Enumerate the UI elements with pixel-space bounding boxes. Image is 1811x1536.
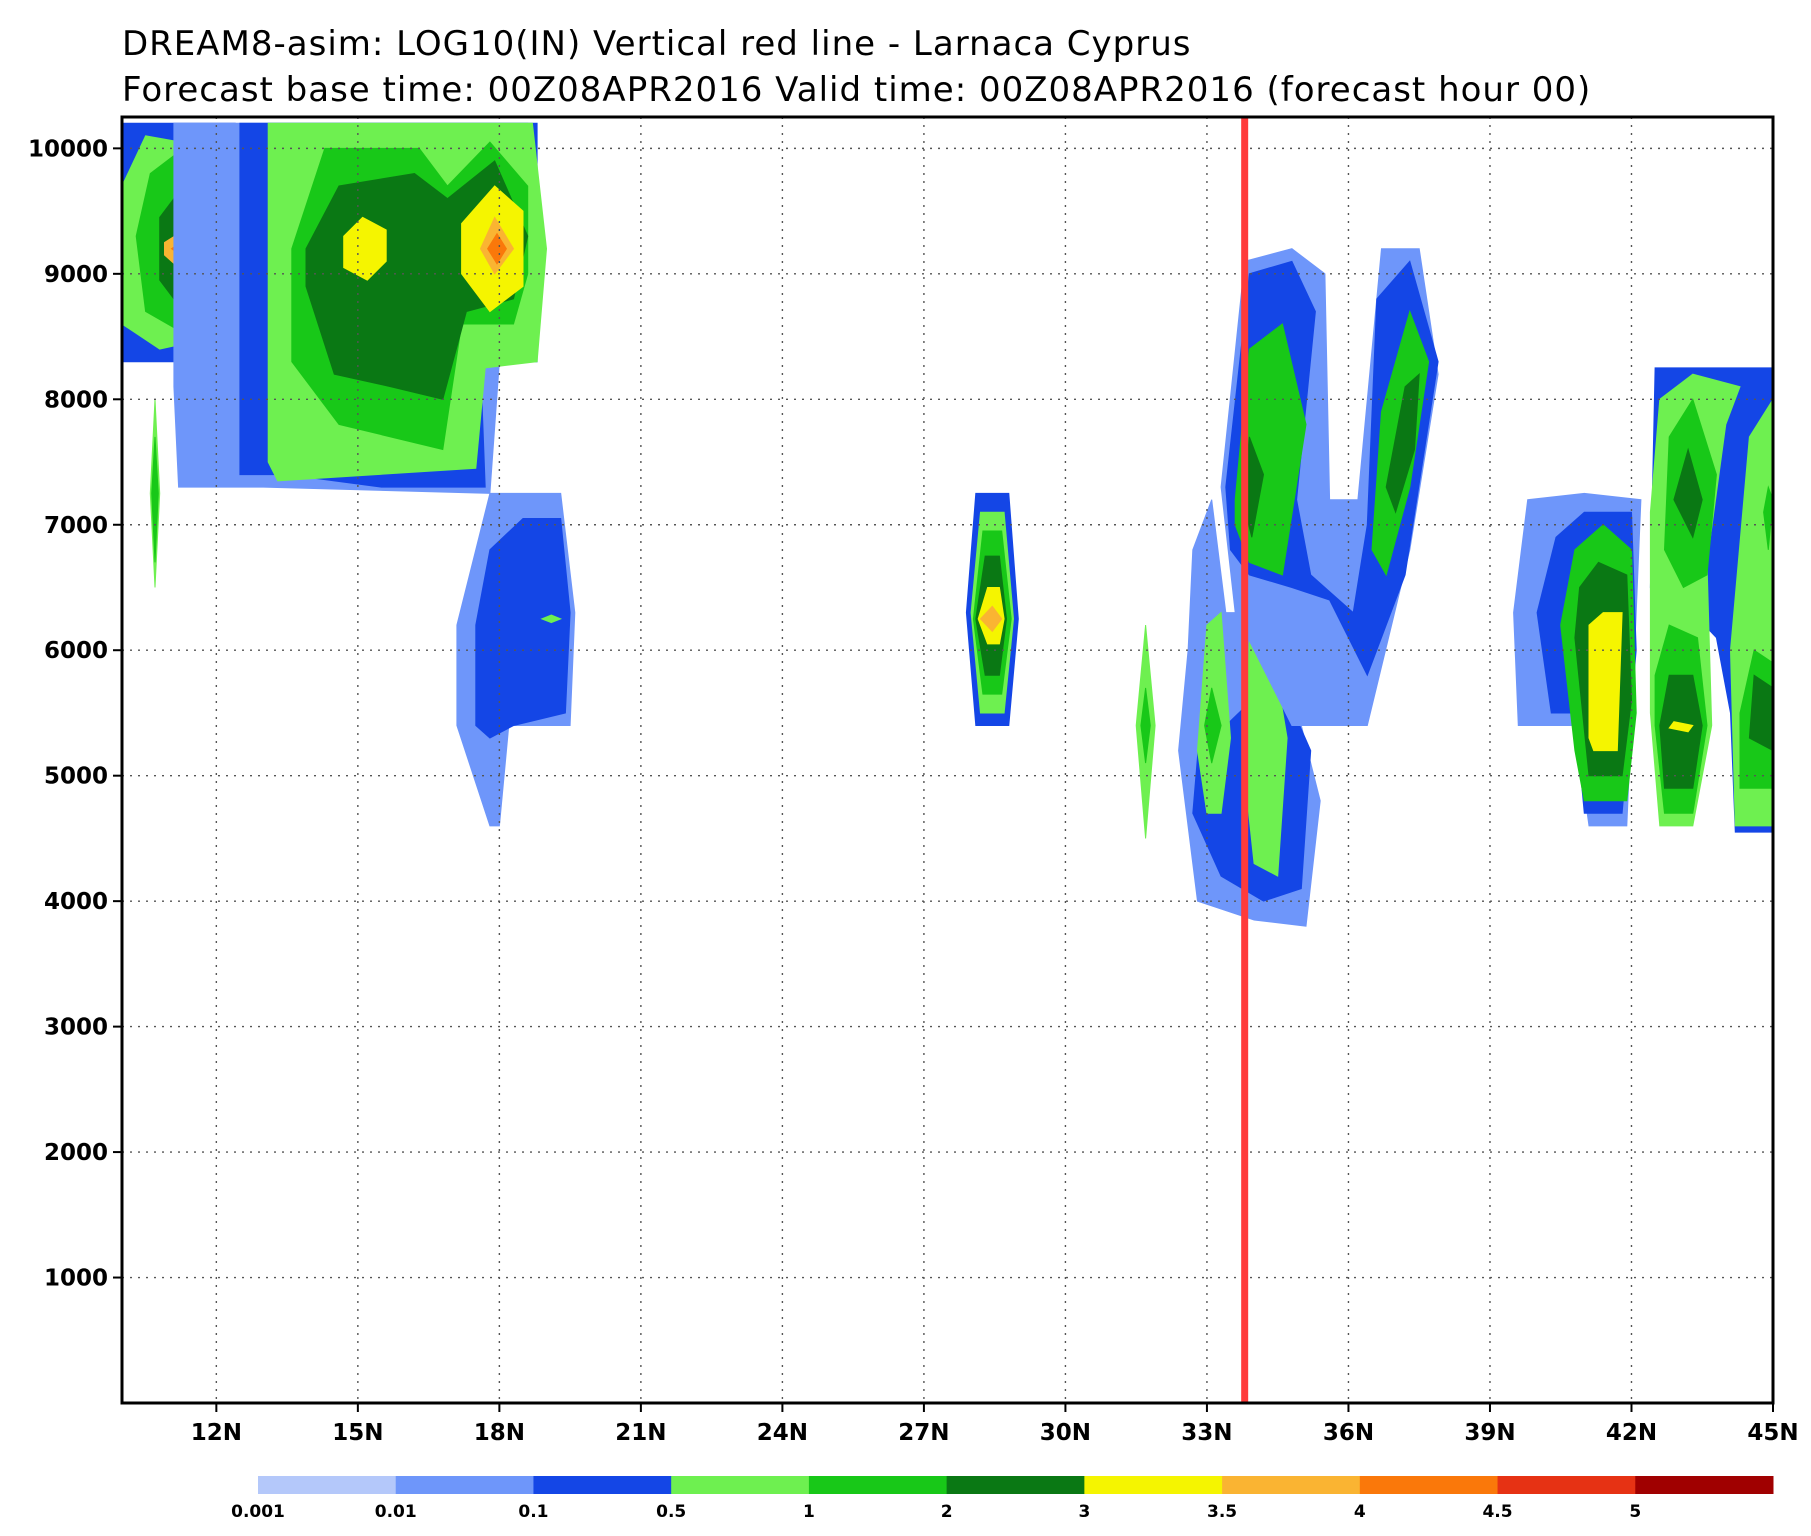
contour-region-38	[1385, 373, 1420, 514]
colorbar-swatch-1	[395, 1476, 534, 1494]
colorbar-label-1: 0.01	[375, 1502, 417, 1522]
colorbar-label-3: 0.5	[656, 1502, 686, 1522]
x-tick-label-4: 24N	[757, 1420, 808, 1446]
x-tick-label-10: 42N	[1606, 1420, 1657, 1446]
y-tick-label-6: 7000	[44, 513, 108, 539]
contour-region-18	[475, 518, 571, 739]
colorbar-swatch-8	[1359, 1476, 1499, 1494]
x-tick-label-6: 30N	[1040, 1420, 1091, 1446]
y-tick-label-3: 4000	[44, 889, 108, 915]
colorbar-label-0: 0.001	[231, 1502, 285, 1522]
y-tick-label-5: 6000	[44, 638, 108, 664]
contour-region-47	[1659, 674, 1703, 789]
colorbar-label-10: 5	[1629, 1502, 1641, 1522]
contour-region-25	[979, 605, 1003, 633]
colorbar-label-7: 3.5	[1207, 1502, 1237, 1522]
colorbar-swatch-4	[808, 1476, 948, 1494]
x-tick-label-3: 21N	[615, 1420, 666, 1446]
contour-region-32	[1140, 687, 1151, 764]
y-tick-label-1: 2000	[44, 1140, 108, 1166]
x-tick-label-0: 12N	[191, 1420, 242, 1446]
x-tick-label-9: 39N	[1464, 1420, 1515, 1446]
contour-region-16	[487, 232, 507, 265]
contour-region-43	[1588, 612, 1623, 752]
colorbar-swatch-0	[258, 1476, 397, 1494]
colorbar-swatch-10	[1635, 1476, 1774, 1494]
y-tick-label-8: 9000	[44, 262, 108, 288]
x-axis-ticks: 12N 15N 18N 21N 24N 27N 30N 33N 36N 39N 42N 45N	[191, 1403, 1799, 1446]
x-tick-label-8: 36N	[1323, 1420, 1374, 1446]
plot-frame	[120, 115, 1775, 1405]
contour-regions	[122, 122, 1773, 927]
x-tick-label-2: 18N	[474, 1420, 525, 1446]
colorbar-label-5: 2	[941, 1502, 953, 1522]
contour-region-7	[151, 436, 159, 563]
x-tick-label-11: 45N	[1747, 1420, 1798, 1446]
contour-region-54	[1763, 485, 1773, 550]
contour-region-13	[343, 216, 387, 281]
contour-region-53	[1748, 674, 1773, 752]
y-tick-label-0: 1000	[44, 1266, 108, 1292]
y-tick-label-7: 8000	[44, 387, 108, 413]
colorbar-label-9: 4.5	[1482, 1502, 1512, 1522]
chart-title: DREAM8-asim: LOG10(IN) Vertical red line…	[122, 24, 1191, 64]
colorbar-swatch-2	[533, 1476, 672, 1494]
x-tick-label-7: 33N	[1181, 1420, 1232, 1446]
contour-region-29	[1204, 687, 1222, 764]
y-axis-ticks: 1000 2000 3000 4000 5000 6000 7000 8000 9000 1000…	[28, 136, 122, 1292]
x-tick-label-5: 27N	[898, 1420, 949, 1446]
colorbar-swatch-5	[946, 1476, 1085, 1494]
colorbar: 0.001 0.01 0.1 0.5 1 2 3 3.5 4 4.5 5	[231, 1476, 1774, 1522]
colorbar-swatch-6	[1084, 1476, 1223, 1494]
colorbar-label-6: 3	[1078, 1502, 1090, 1522]
colorbar-swatch-9	[1497, 1476, 1636, 1494]
colorbar-label-4: 1	[803, 1502, 815, 1522]
colorbar-swatch-3	[671, 1476, 810, 1494]
colorbar-label-2: 0.1	[518, 1502, 548, 1522]
colorbar-label-8: 4	[1354, 1502, 1366, 1522]
contour-region-50	[1673, 447, 1703, 539]
y-tick-label-9: 10000	[28, 136, 108, 162]
colorbar-swatch-7	[1222, 1476, 1361, 1494]
y-tick-label-4: 5000	[44, 764, 108, 790]
x-tick-label-1: 15N	[332, 1420, 383, 1446]
contour-region-48	[1668, 721, 1694, 733]
chart-subtitle: Forecast base time: 00Z08APR2016 Valid t…	[122, 70, 1591, 110]
contour-region-19	[540, 614, 563, 624]
grid-lines	[122, 117, 1773, 1403]
y-tick-label-2: 3000	[44, 1015, 108, 1041]
